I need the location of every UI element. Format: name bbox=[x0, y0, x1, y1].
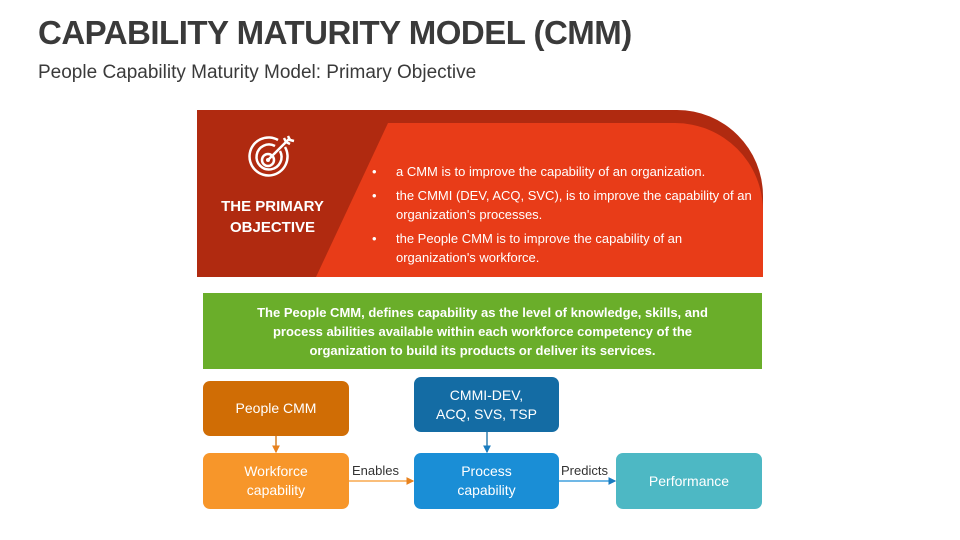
page-title: CAPABILITY MATURITY MODEL (CMM) bbox=[38, 14, 632, 51]
target-arrow-icon bbox=[248, 135, 295, 177]
objective-label-line2: OBJECTIVE bbox=[229, 219, 316, 236]
bullet-item: the CMMI (DEV, ACQ, SVC), is to improve … bbox=[372, 186, 757, 224]
people-cmm-box: People CMM bbox=[203, 381, 349, 436]
process-capability-box: Process capability bbox=[414, 453, 559, 509]
objective-label-line1: THE PRIMARY bbox=[221, 198, 324, 215]
process-line2: capability bbox=[457, 482, 516, 498]
definition-box: The People CMM, defines capability as th… bbox=[203, 293, 762, 369]
enables-label: Enables bbox=[352, 463, 399, 478]
bullet-item: the People CMM is to improve the capabil… bbox=[372, 229, 757, 267]
cmmi-line1: CMMI-DEV, bbox=[449, 386, 524, 403]
page-subtitle: People Capability Maturity Model: Primar… bbox=[38, 62, 477, 83]
workforce-line2: capability bbox=[246, 482, 306, 498]
process-line1: Process bbox=[461, 463, 512, 479]
cmmi-box: CMMI-DEV, ACQ, SVS, TSP bbox=[414, 377, 559, 432]
workforce-capability-box: Workforce capability bbox=[203, 453, 349, 509]
predicts-label: Predicts bbox=[561, 463, 608, 478]
workforce-line1: Workforce bbox=[244, 463, 308, 479]
objective-bullets: a CMM is to improve the capability of an… bbox=[372, 162, 757, 272]
cmmi-line2: ACQ, SVS, TSP bbox=[436, 405, 537, 422]
people-cmm-text: People CMM bbox=[235, 400, 317, 416]
objective-label: THE PRIMARY OBJECTIVE bbox=[205, 196, 340, 238]
performance-text: Performance bbox=[648, 472, 730, 489]
bullet-item: a CMM is to improve the capability of an… bbox=[372, 162, 757, 181]
performance-box: Performance bbox=[616, 453, 762, 509]
